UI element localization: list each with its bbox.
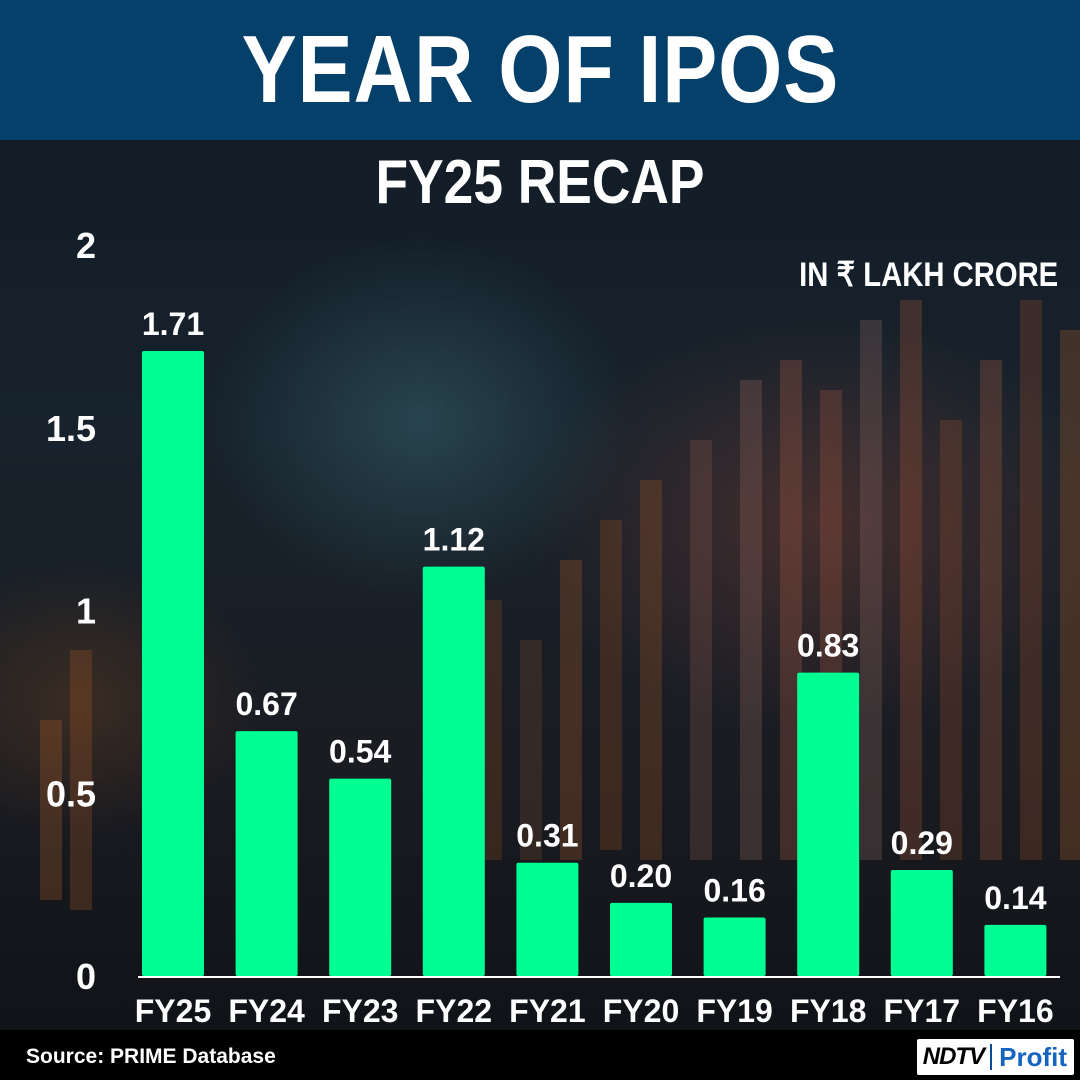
background-candle [70, 650, 92, 910]
background-candle [860, 320, 882, 860]
x-tick-label: FY17 [884, 993, 960, 1029]
data-label: 0.54 [329, 734, 391, 770]
data-label: 0.16 [703, 873, 765, 909]
background-candle [900, 300, 922, 860]
bar-fy21 [516, 862, 579, 976]
background-candle [600, 520, 622, 850]
x-axis: FY25 FY24 FY23 FY22 FY21 FY20 FY19 FY18 FY17 FY16 [135, 993, 1054, 1029]
bars: 1.71 0.67 0.54 1.12 0.31 0.20 0.16 0.83 0.29 0.14 [142, 306, 1047, 976]
logo-divider [990, 1044, 993, 1070]
data-label: 0.20 [610, 858, 672, 894]
x-tick-label: FY22 [416, 993, 492, 1029]
y-axis: 0 0.5 1 1.5 2 [46, 225, 96, 997]
data-label: 0.29 [891, 825, 953, 861]
background-candle [520, 640, 542, 860]
header-banner: YEAR OF IPOS [0, 0, 1080, 140]
bar-fy19 [703, 917, 766, 976]
brand-logo: NDTV Profit [916, 1039, 1074, 1075]
data-label: 0.83 [797, 628, 859, 664]
bar-fy17 [890, 870, 953, 976]
y-tick-label: 0.5 [46, 773, 96, 814]
background-candle [780, 360, 802, 860]
x-tick-label: FY21 [509, 993, 585, 1029]
background-candle [690, 440, 712, 860]
x-tick-label: FY16 [977, 993, 1053, 1029]
background-candle [1020, 300, 1042, 860]
x-tick-label: FY24 [228, 993, 305, 1029]
x-tick-label: FY18 [790, 993, 866, 1029]
bar-fy20 [610, 902, 672, 976]
x-tick-label: FY25 [135, 993, 211, 1029]
y-tick-label: 1.5 [46, 408, 96, 449]
data-label: 1.12 [423, 522, 485, 558]
page-title: YEAR OF IPOS [241, 16, 839, 123]
bar-fy23 [329, 778, 392, 976]
chart-subtitle: FY25 RECAP [375, 148, 705, 217]
background-candle [560, 560, 582, 860]
bar-fy24 [235, 731, 298, 976]
bar-fy16 [984, 924, 1047, 976]
background-candle [940, 420, 962, 860]
x-tick-label: FY20 [603, 993, 679, 1029]
background-candle [640, 480, 662, 860]
bar-fy18 [797, 672, 860, 976]
background-candle [480, 600, 502, 860]
footer-bar [0, 1030, 1080, 1080]
data-label: 0.31 [516, 818, 578, 854]
background-candle [1060, 330, 1080, 860]
data-label: 1.71 [142, 306, 204, 342]
x-tick-label: FY19 [696, 993, 772, 1029]
bar-fy25 [142, 350, 204, 976]
y-tick-label: 0 [76, 956, 96, 997]
background-candle [40, 720, 62, 900]
data-label: 0.14 [984, 880, 1046, 916]
data-label: 0.67 [235, 686, 297, 722]
bar-fy22 [422, 566, 485, 976]
x-tick-label: FY23 [322, 993, 398, 1029]
background-candle [740, 380, 762, 860]
y-tick-label: 2 [76, 225, 96, 266]
unit-label: IN ₹ LAKH CRORE [798, 256, 1058, 294]
y-tick-label: 1 [76, 591, 96, 632]
bar-chart: 0 0.5 1 1.5 2 1.71 0.67 0.54 1.12 0.31 0.20 0.16 0.… [46, 225, 1060, 1029]
brand-product: Profit [999, 1041, 1067, 1072]
brand-name: NDTV [922, 1043, 985, 1070]
background-candle [980, 360, 1002, 860]
source-note: Source: PRIME Database [26, 1045, 276, 1068]
